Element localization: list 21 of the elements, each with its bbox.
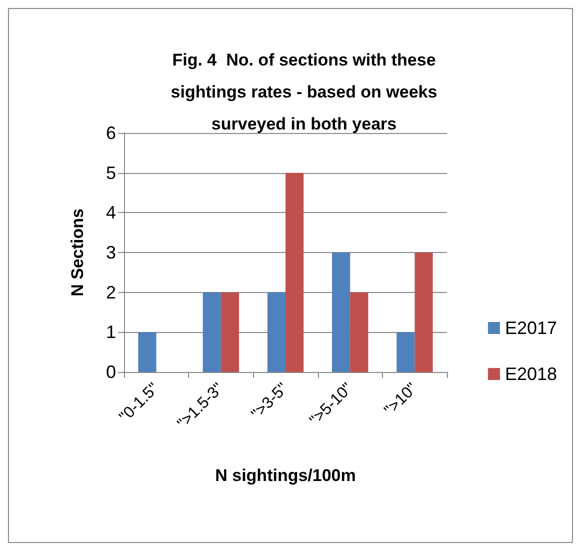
y-tick-label: 1 [106, 322, 116, 342]
x-axis-title: N sightings/100m [215, 466, 356, 485]
bar [220, 292, 239, 372]
y-tick-label: 3 [106, 242, 116, 262]
y-axis-title: N Sections [68, 208, 87, 296]
bar [396, 332, 415, 372]
chart-title: Fig. 4 No. of sections with these sightings rates - based on weeks surveyed in both years [170, 50, 438, 134]
bar [414, 252, 433, 372]
y-tick-label: 5 [106, 162, 116, 183]
bar [332, 252, 350, 372]
bar [350, 292, 368, 372]
legend-label: E2017 [504, 318, 558, 338]
y-tick-label: 6 [106, 123, 116, 143]
y-tick-label: 2 [106, 282, 116, 302]
y-tick-label: 4 [106, 202, 116, 223]
bar [138, 332, 156, 372]
y-tick-label: 0 [106, 362, 116, 382]
bar [267, 292, 286, 372]
bar [202, 292, 221, 372]
legend-label: E2018 [504, 364, 558, 384]
bar [286, 172, 304, 372]
